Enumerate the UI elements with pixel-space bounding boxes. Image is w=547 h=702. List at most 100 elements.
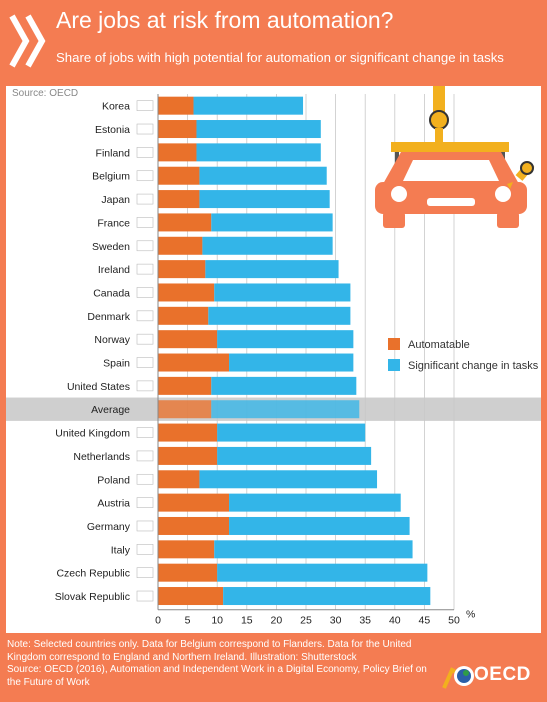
x-tick-label: 35 (359, 615, 371, 627)
bar-significant (193, 96, 304, 115)
x-tick-label: 15 (241, 615, 253, 627)
flag-icon (136, 473, 154, 485)
oecd-logo-icon (442, 666, 474, 689)
flag-icon (136, 287, 154, 298)
flag-icon (136, 240, 154, 252)
bar-automatable (158, 236, 203, 255)
category-label: France (97, 217, 130, 229)
category-label: Slovak Republic (55, 591, 130, 603)
bar-significant (199, 190, 330, 209)
bar-significant (202, 236, 333, 255)
category-label: Spain (103, 358, 130, 370)
bar-significant (211, 400, 360, 419)
bar-automatable (158, 587, 224, 606)
category-label: Korea (102, 101, 130, 113)
flag-icon (136, 310, 154, 322)
category-label: Norway (94, 334, 130, 346)
category-label: Ireland (98, 264, 130, 276)
bar-significant (196, 120, 321, 139)
flag-icon (136, 217, 154, 228)
category-label: United Kingdom (55, 428, 130, 440)
bar-automatable (158, 143, 197, 162)
category-label: Estonia (95, 124, 130, 136)
bar-automatable (158, 190, 200, 209)
bar-automatable (158, 96, 194, 115)
x-tick-label: 40 (389, 615, 401, 627)
legend-label-significant: Significant change in tasks (408, 360, 539, 372)
footnotes: Note: Selected countries only. Data for … (7, 639, 427, 689)
bar-significant (199, 166, 327, 185)
bar-automatable (158, 330, 218, 349)
category-label: Czech Republic (56, 568, 130, 580)
category-label: Belgium (92, 171, 130, 183)
x-tick-label: 25 (300, 615, 312, 627)
bar-automatable (158, 283, 215, 302)
x-tick-label: 0 (155, 615, 161, 627)
flag-icon (136, 380, 154, 392)
flag-icon (136, 193, 154, 205)
category-label: Denmark (87, 311, 130, 323)
flag-icon (136, 520, 154, 532)
category-label: Poland (97, 474, 130, 486)
category-label: Austria (97, 498, 130, 510)
category-label: United States (67, 381, 130, 393)
bar-significant (208, 306, 351, 325)
flag-icon (136, 544, 154, 555)
flag-icon (136, 170, 154, 182)
bar-significant (217, 446, 372, 465)
category-label: Germany (87, 521, 131, 533)
oecd-logo-text: OECD (474, 664, 531, 685)
category-label: Canada (93, 287, 130, 299)
x-tick-label: 10 (211, 615, 223, 627)
flag-icon (136, 497, 154, 508)
bar-automatable (158, 540, 215, 559)
header: Are jobs at risk from automation? Share … (0, 0, 547, 86)
bar-automatable (158, 493, 230, 512)
bar-significant (217, 563, 428, 582)
bar-significant (211, 376, 357, 395)
category-label: Average (91, 404, 130, 416)
x-tick-label: 45 (419, 615, 431, 627)
bar-significant (196, 143, 321, 162)
bar-automatable (158, 166, 200, 185)
flag-icon (136, 100, 154, 111)
flag-icon (136, 147, 154, 158)
x-tick-label: 30 (330, 615, 342, 627)
source-label: Source: OECD (12, 88, 79, 99)
bar-significant (214, 540, 413, 559)
flag-icon (136, 263, 154, 275)
flag-icon (136, 567, 154, 578)
bar-automatable (158, 470, 200, 489)
flag-icon (136, 123, 154, 135)
bar-significant (205, 260, 339, 279)
chart-panel: Source: OECD Korea Estonia Finland Belgium J… (6, 86, 541, 633)
bar-automatable (158, 306, 209, 325)
legend-label-automatable: Automatable (408, 339, 470, 351)
robot-arms-car-illustration (375, 86, 535, 228)
chevron-logo-icon (9, 14, 46, 68)
bar-significant (217, 330, 354, 349)
category-label: Finland (96, 147, 131, 159)
bar-automatable (158, 563, 218, 582)
legend-swatch-automatable (388, 338, 400, 350)
bar-significant (223, 587, 431, 606)
bar-significant (217, 423, 366, 442)
legend-item-automatable: Automatable (388, 338, 470, 351)
flag-icon (136, 450, 154, 462)
bar-automatable (158, 353, 230, 372)
legend-swatch-significant (388, 359, 400, 371)
flag-icon (136, 333, 154, 345)
page-subtitle: Share of jobs with high potential for au… (56, 50, 504, 65)
page-title: Are jobs at risk from automation? (56, 7, 394, 33)
bar-significant (229, 353, 354, 372)
bar-automatable (158, 260, 206, 279)
category-label: Sweden (92, 241, 130, 253)
bar-significant (211, 213, 333, 232)
note-text: Note: Selected countries only. Data for … (7, 639, 412, 663)
x-unit-label: % (466, 609, 475, 621)
source-text: Source: OECD (2016), Automation and Inde… (7, 664, 427, 688)
bar-automatable (158, 423, 218, 442)
bar-automatable (158, 516, 230, 535)
x-tick-label: 20 (271, 615, 283, 627)
